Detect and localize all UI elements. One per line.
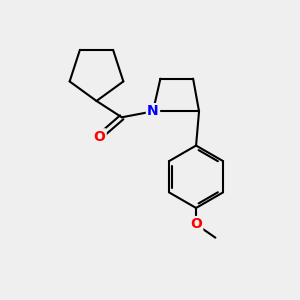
Text: O: O bbox=[94, 130, 105, 144]
Text: O: O bbox=[190, 217, 202, 231]
Text: N: N bbox=[147, 104, 159, 118]
